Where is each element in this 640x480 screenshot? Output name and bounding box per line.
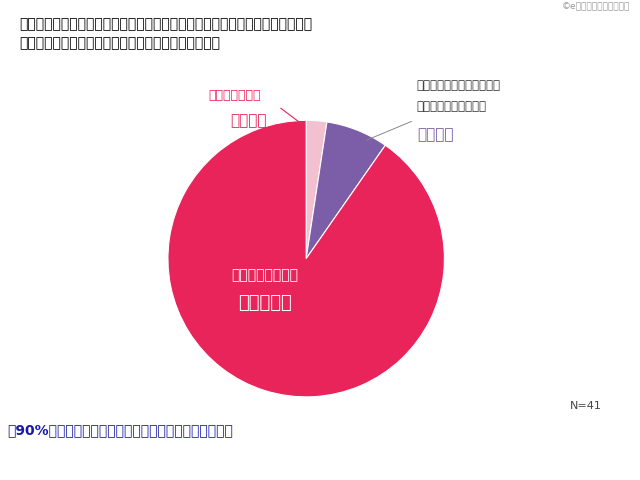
- Text: ©eラーニング戦略研究所: ©eラーニング戦略研究所: [562, 2, 630, 12]
- Text: あなたの学校では現在、反転授業を行っていますか？: あなたの学校では現在、反転授業を行っていますか？: [19, 36, 220, 50]
- Wedge shape: [306, 120, 327, 259]
- Text: 高校教員、大学教員に対する反転授業に関する意識調査報告書: 高校教員、大学教員に対する反転授業に関する意識調査報告書: [431, 456, 627, 468]
- Text: ２．４％: ２．４％: [230, 113, 266, 128]
- Text: ７．３％: ７．３％: [417, 127, 453, 142]
- Wedge shape: [168, 120, 444, 397]
- Text: 過去におこなっていた: 過去におこなっていた: [417, 100, 487, 113]
- Wedge shape: [306, 122, 385, 259]
- Text: 反転授業を「知っている」「聞いたことはある」と答えた方にお聞きします。: 反転授業を「知っている」「聞いたことはある」と答えた方にお聞きします。: [19, 17, 312, 31]
- Text: 現在はおこなっていないが: 現在はおこなっていないが: [417, 79, 500, 92]
- Text: N=41: N=41: [570, 401, 602, 411]
- Text: おこなっていない: おこなっていない: [231, 268, 298, 282]
- Text: ９０．２％: ９０．２％: [238, 294, 292, 312]
- Text: ・90%以上が「反転授業を行ったことはない」と回答。: ・90%以上が「反転授業を行ったことはない」と回答。: [8, 423, 234, 437]
- Text: おこなっている: おこなっている: [208, 89, 260, 102]
